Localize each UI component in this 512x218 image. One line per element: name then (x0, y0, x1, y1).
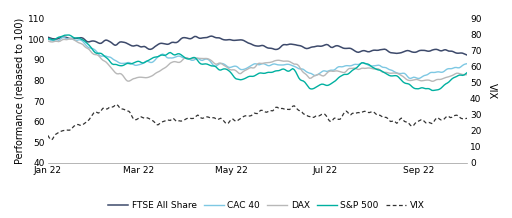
FTSE All Share (208, 35, 215, 37)
DAX (429, 80, 435, 83)
Line: DAX: DAX (48, 39, 467, 81)
CAC 40 (45, 37, 51, 40)
DAX (464, 73, 470, 76)
FTSE All Share (338, 46, 345, 49)
Y-axis label: Performance (rebased to 100): Performance (rebased to 100) (15, 18, 25, 164)
CAC 40 (60, 36, 66, 39)
Y-axis label: VIX: VIX (487, 83, 497, 99)
Line: S&P 500: S&P 500 (48, 35, 467, 90)
S&P 500 (297, 78, 304, 81)
Line: FTSE All Share: FTSE All Share (48, 36, 467, 55)
FTSE All Share (185, 37, 191, 40)
S&P 500 (187, 57, 193, 60)
FTSE All Share (464, 54, 470, 56)
FTSE All Share (143, 46, 149, 48)
CAC 40 (308, 72, 314, 75)
DAX (338, 71, 345, 73)
CAC 40 (464, 62, 470, 65)
CAC 40 (187, 58, 193, 61)
VIX (299, 111, 305, 113)
CAC 40 (338, 66, 345, 68)
FTSE All Share (45, 36, 51, 39)
CAC 40 (144, 60, 151, 62)
Line: VIX: VIX (48, 104, 467, 140)
CAC 40 (415, 77, 421, 80)
CAC 40 (279, 64, 285, 66)
VIX (340, 113, 346, 116)
VIX (281, 107, 287, 110)
DAX (45, 40, 51, 42)
VIX (146, 117, 152, 120)
VIX (114, 103, 120, 106)
DAX (308, 77, 314, 79)
VIX (45, 134, 51, 137)
S&P 500 (308, 88, 314, 90)
CAC 40 (297, 68, 304, 70)
VIX (48, 138, 54, 141)
VIX (310, 116, 316, 119)
DAX (68, 37, 74, 40)
S&P 500 (338, 74, 345, 77)
DAX (187, 58, 193, 60)
FTSE All Share (308, 46, 314, 49)
S&P 500 (431, 89, 437, 92)
FTSE All Share (297, 44, 304, 47)
S&P 500 (279, 68, 285, 71)
Line: CAC 40: CAC 40 (48, 37, 467, 78)
S&P 500 (144, 60, 151, 62)
DAX (144, 76, 151, 79)
Legend: FTSE All Share, CAC 40, DAX, S&P 500, VIX: FTSE All Share, CAC 40, DAX, S&P 500, VI… (104, 197, 428, 213)
S&P 500 (464, 71, 470, 74)
FTSE All Share (279, 44, 285, 47)
DAX (279, 60, 285, 62)
DAX (297, 67, 304, 70)
VIX (188, 117, 195, 120)
S&P 500 (65, 34, 71, 36)
S&P 500 (45, 38, 51, 40)
VIX (464, 117, 470, 120)
